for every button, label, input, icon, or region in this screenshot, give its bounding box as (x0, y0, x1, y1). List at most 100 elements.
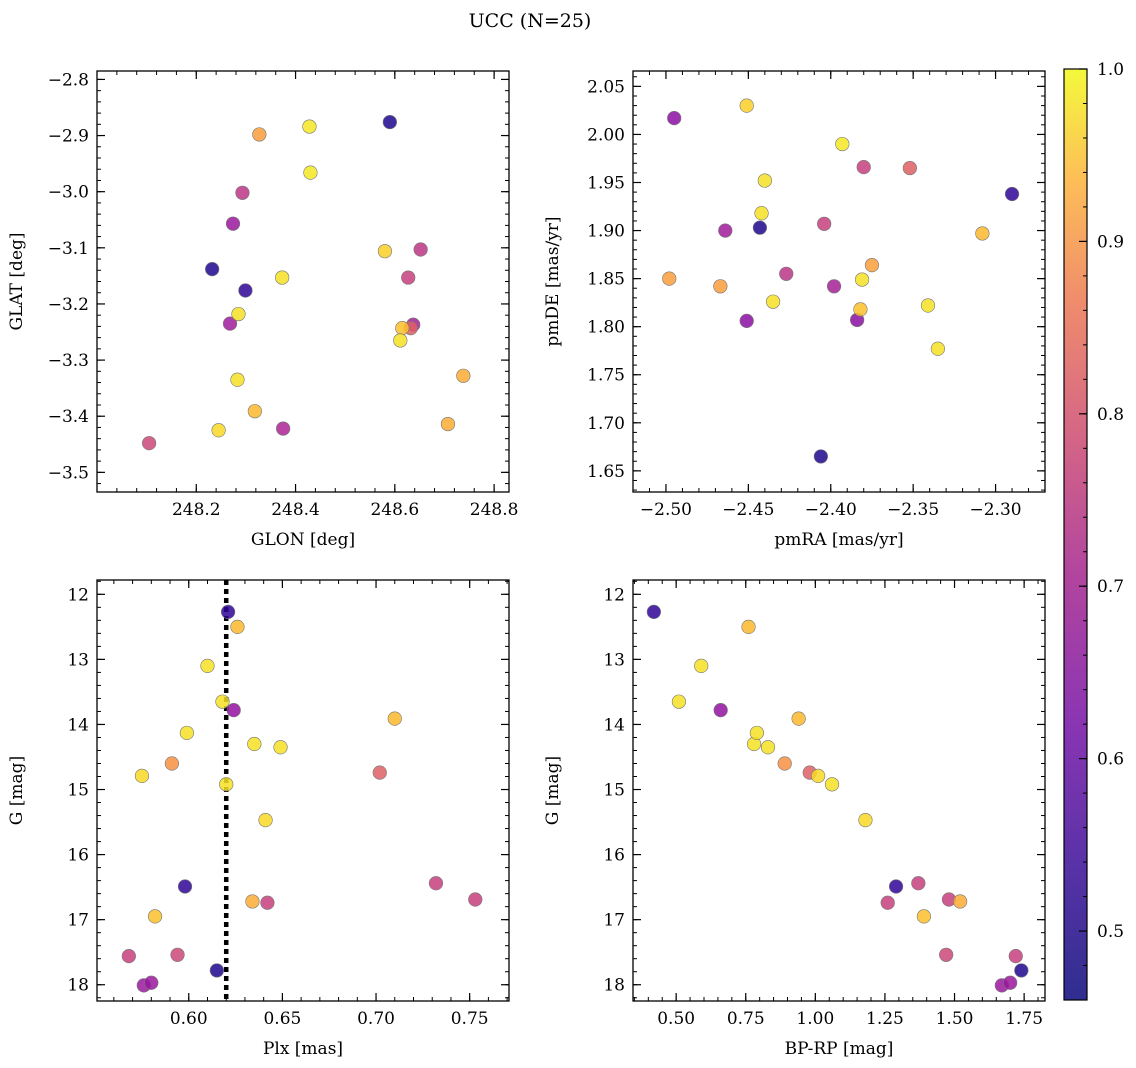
data-point (779, 266, 794, 281)
x-tick-label: 248.2 (172, 500, 221, 520)
x-tick-label: 248.8 (470, 500, 519, 520)
plot-glon-glat: 248.2 248.4 248.6 248.8 −3.5 −3.4 −3.3 −3.2 −3.1… (7, 70, 518, 550)
data-point (777, 756, 792, 771)
data-point (428, 876, 444, 891)
y-tick-label: 15 (67, 781, 89, 801)
data-point (916, 909, 932, 924)
data-point (276, 421, 291, 436)
data-point (211, 423, 226, 438)
data-point (1014, 963, 1029, 978)
data-point (147, 909, 163, 924)
data-point (209, 963, 224, 978)
data-point (215, 694, 230, 709)
y-tick-label: 14 (67, 715, 89, 735)
y-tick-label: 2.05 (587, 77, 625, 97)
y-tick-label: 1.95 (587, 173, 625, 193)
data-point (413, 242, 428, 257)
x-tick-label: 1.25 (866, 1009, 904, 1029)
y-tick-label: 17 (603, 911, 625, 931)
data-point (275, 270, 290, 285)
y-tick-label: −2.8 (48, 70, 89, 90)
x-tick-label: 1.75 (1005, 1009, 1043, 1029)
data-point (401, 270, 416, 285)
y-tick-label: 1.75 (587, 366, 625, 386)
data-point (220, 604, 236, 619)
x-tick-label: −2.50 (640, 500, 692, 520)
y-tick-label: −3.3 (48, 351, 89, 371)
x-axis-label: Plx [mas] (263, 1039, 343, 1059)
data-point (813, 449, 828, 464)
data-point (456, 368, 471, 383)
data-point (134, 768, 150, 783)
x-tick-label: −2.30 (970, 500, 1022, 520)
data-point (853, 302, 868, 317)
data-point (854, 272, 870, 287)
data-point (468, 892, 483, 907)
x-tick-label: 0.50 (657, 1009, 695, 1029)
colorbar-gradient (1063, 68, 1088, 1001)
data-point (395, 320, 410, 336)
colorbar-tick-label: 0.6 (1097, 750, 1124, 770)
y-tick-label: −3.2 (48, 295, 89, 315)
colorbar-tick-label: 1.0 (1097, 60, 1124, 80)
data-point (144, 975, 159, 990)
x-tick-label: 0.65 (263, 1009, 301, 1029)
data-point (765, 294, 781, 309)
data-point (858, 813, 873, 828)
data-point (975, 226, 990, 241)
data-point (835, 136, 850, 152)
data-point (741, 619, 756, 634)
data-point (694, 658, 709, 673)
y-tick-label: 2.00 (587, 125, 625, 145)
plot-frame (96, 579, 510, 1002)
data-point (718, 223, 733, 238)
y-tick-label: 15 (603, 781, 625, 801)
data-point (382, 114, 397, 130)
data-point (247, 736, 262, 752)
data-point (205, 262, 220, 277)
colorbar-tick-label: 0.8 (1097, 405, 1124, 425)
plot-pmra-pmde: −2.50 −2.45 −2.40 −2.35 −2.30 1.65 1.70 1.75 1.8… (543, 70, 1046, 550)
data-point (713, 703, 728, 718)
y-axis-label: G [mag] (7, 756, 27, 825)
data-point (888, 879, 904, 894)
data-point (235, 185, 250, 200)
data-point (811, 768, 826, 783)
y-tick-label: −3.4 (48, 407, 89, 427)
data-point (225, 216, 241, 231)
data-point (377, 244, 393, 259)
y-tick-label: −2.9 (48, 127, 89, 147)
y-tick-label: 1.85 (587, 270, 625, 290)
data-point (303, 165, 318, 180)
data-point (1008, 949, 1023, 964)
data-point (393, 333, 408, 348)
x-tick-label: 0.60 (170, 1009, 208, 1029)
data-point (754, 206, 769, 221)
x-tick-label: 1.50 (936, 1009, 974, 1029)
data-point (142, 436, 157, 451)
data-point (757, 173, 772, 188)
y-tick-label: 14 (603, 715, 625, 735)
y-tick-label: 18 (67, 976, 89, 996)
data-point (247, 404, 262, 419)
data-point (739, 98, 754, 113)
y-tick-label: 16 (67, 846, 89, 866)
y-tick-label: 16 (603, 846, 625, 866)
x-tick-label: 0.70 (357, 1009, 395, 1029)
data-point (177, 879, 193, 894)
y-tick-label: 1.65 (587, 462, 625, 482)
x-tick-label: −2.45 (722, 500, 774, 520)
data-point (662, 271, 677, 286)
data-point (713, 279, 728, 294)
data-point (226, 703, 241, 718)
data-point (200, 658, 215, 673)
data-point (170, 947, 185, 962)
data-point (121, 949, 136, 964)
colorbar: 0.5 0.6 0.7 0.8 0.9 1.0 (1063, 60, 1124, 1001)
x-axis-label: GLON [deg] (251, 530, 355, 550)
x-tick-label: 0.75 (451, 1009, 489, 1029)
data-point (826, 279, 842, 294)
x-tick-label: −2.35 (887, 500, 939, 520)
data-point (1003, 975, 1018, 990)
data-point (749, 725, 764, 741)
